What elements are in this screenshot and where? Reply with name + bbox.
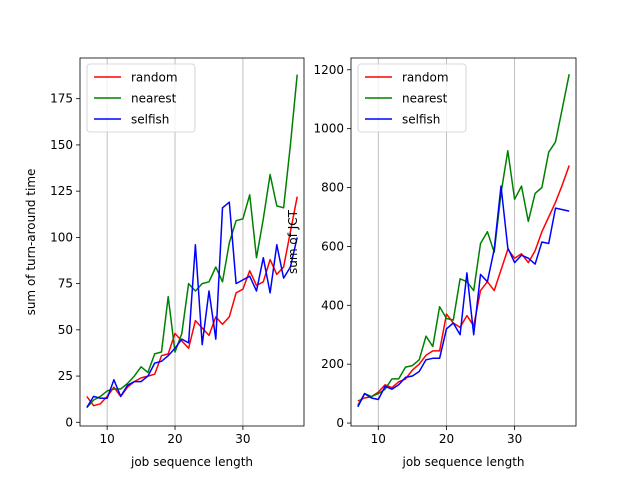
y-tick-label: 1200	[313, 63, 344, 77]
x-axis: 10 20 30	[371, 426, 522, 446]
x-axis-label: job sequence length	[402, 455, 525, 469]
plot-frame	[79, 57, 305, 427]
y-tick-label: 25	[58, 369, 73, 383]
series-lines	[357, 74, 570, 408]
legend-label-selfish: selfish	[131, 113, 169, 127]
y-axis: 0 25 50 75 100 125 150 175	[50, 92, 80, 429]
legend-label-selfish: selfish	[402, 113, 440, 127]
y-tick-label: 125	[50, 184, 73, 198]
legend-box	[86, 63, 196, 133]
y-axis-label: sum of JCT	[286, 209, 300, 274]
x-tick-label: 20	[167, 432, 182, 446]
x-tick-label: 30	[235, 432, 250, 446]
plot-frame	[350, 57, 577, 427]
series-lines	[86, 74, 298, 409]
x-axis: 10 20 30	[100, 426, 251, 446]
series-line-random	[357, 165, 570, 402]
x-tick-label: 10	[100, 432, 115, 446]
y-tick-label: 600	[321, 239, 344, 253]
series-line-nearest	[357, 74, 570, 406]
y-tick-label: 100	[50, 230, 73, 244]
legend-box	[357, 63, 467, 133]
y-tick-label: 175	[50, 92, 73, 106]
chart-turnaround: 10 20 30 0 25 50 75 100 125 150 175 job sequence …	[24, 57, 305, 469]
x-tick-label: 10	[371, 432, 386, 446]
y-tick-label: 75	[58, 277, 73, 291]
y-tick-label: 400	[321, 298, 344, 312]
y-tick-label: 800	[321, 181, 344, 195]
legend-label-nearest: nearest	[402, 92, 448, 106]
y-axis: 0 200 400 600 800 1000 1200	[313, 63, 351, 430]
x-tick-label: 30	[507, 432, 522, 446]
y-tick-label: 0	[65, 415, 73, 429]
legend-label-random: random	[402, 71, 449, 85]
legend-label-random: random	[131, 71, 178, 85]
x-axis-label: job sequence length	[130, 455, 253, 469]
y-tick-label: 150	[50, 138, 73, 152]
x-tick-label: 20	[439, 432, 454, 446]
legend: random nearest selfish	[86, 63, 196, 133]
legend: random nearest selfish	[357, 63, 467, 133]
y-tick-label: 0	[336, 416, 344, 430]
series-line-selfish	[357, 185, 570, 408]
y-axis-label: sum of turn-around time	[24, 169, 38, 316]
chart-jct: 10 20 30 0 200 400 600 800 1000 1200 job sequenc…	[286, 57, 577, 469]
y-tick-label: 1000	[313, 122, 344, 136]
y-tick-label: 50	[58, 323, 73, 337]
series-line-selfish	[86, 201, 298, 408]
y-tick-label: 200	[321, 357, 344, 371]
legend-label-nearest: nearest	[131, 92, 177, 106]
